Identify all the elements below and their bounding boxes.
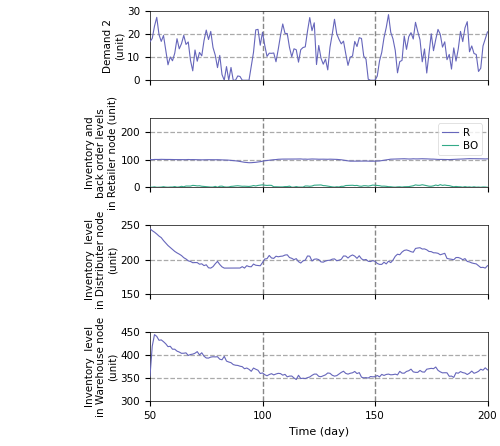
Line: R: R xyxy=(150,159,488,163)
Y-axis label: Demand 2
(unit): Demand 2 (unit) xyxy=(103,19,124,73)
BO xyxy=(311,182,318,188)
BO xyxy=(266,182,272,188)
Legend: R, BO: R, BO xyxy=(438,124,482,155)
R xyxy=(363,158,369,164)
R xyxy=(484,156,490,161)
R xyxy=(147,157,153,162)
R xyxy=(482,156,488,161)
R xyxy=(246,160,252,165)
Y-axis label: Inventory and
back order levels
in Retailer node (unit): Inventory and back order levels in Retai… xyxy=(84,96,118,210)
Y-axis label: Inventory  level
in Warehouse node
(unit): Inventory level in Warehouse node (unit) xyxy=(84,317,118,417)
R xyxy=(314,157,320,162)
BO xyxy=(361,183,367,188)
BO xyxy=(147,185,153,190)
BO xyxy=(437,182,444,187)
R xyxy=(354,158,360,164)
Line: BO: BO xyxy=(150,185,488,187)
BO xyxy=(383,184,389,189)
R xyxy=(268,157,274,163)
R xyxy=(466,156,472,161)
BO xyxy=(480,184,486,190)
X-axis label: Time (day): Time (day) xyxy=(288,427,349,437)
Y-axis label: Inventory  level
in Distributer node
(unit): Inventory level in Distributer node (uni… xyxy=(84,211,118,309)
BO xyxy=(484,185,490,190)
BO xyxy=(352,183,358,188)
R xyxy=(386,157,392,162)
